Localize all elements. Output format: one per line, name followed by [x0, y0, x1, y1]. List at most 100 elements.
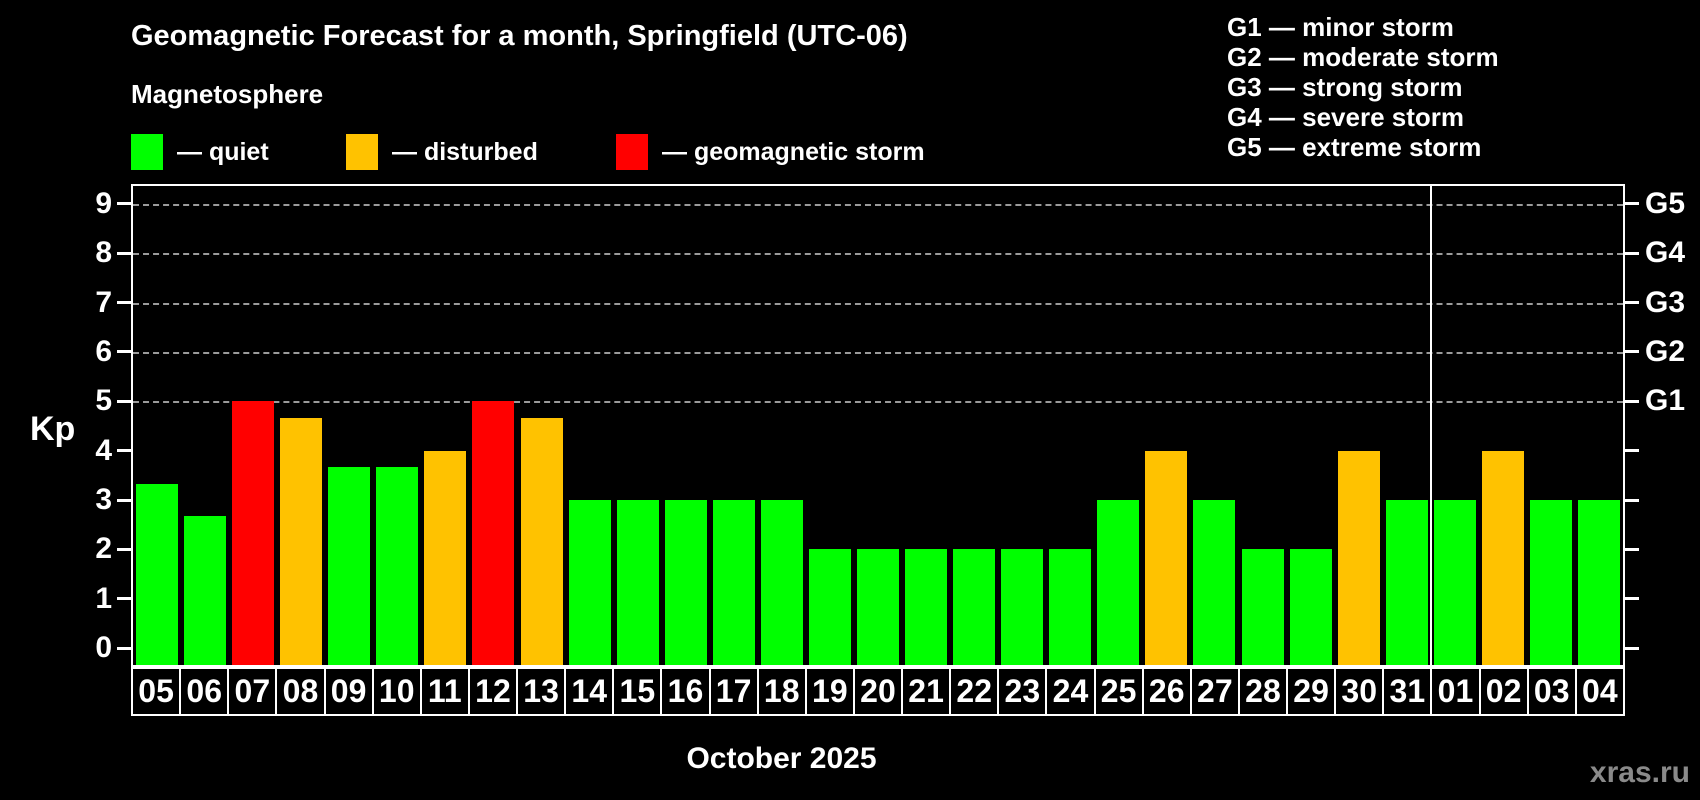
kp-bar-day-10 [376, 466, 419, 665]
legend-label-quiet: — quiet [177, 137, 269, 166]
y-axis-label-7: 7 [95, 285, 112, 319]
day-label-23: 23 [997, 667, 1048, 716]
left-tick-kp4 [117, 449, 131, 453]
day-label-15: 15 [612, 667, 663, 716]
day-label-28: 28 [1237, 667, 1288, 716]
storm-scale-line-g3: G3 — strong storm [1227, 72, 1463, 102]
day-label-24: 24 [1045, 667, 1096, 716]
left-tick-kp2 [117, 547, 131, 551]
day-label-17: 17 [708, 667, 759, 716]
left-tick-kp8 [117, 251, 131, 255]
kp-bar-day-13 [520, 417, 563, 665]
kp-bar-day-03 [1529, 500, 1572, 665]
storm-scale-line-g5: G5 — extreme storm [1227, 132, 1482, 162]
kp-bar-day-26 [1145, 450, 1188, 665]
y-axis-label-2: 2 [95, 532, 112, 566]
day-label-03: 03 [1526, 667, 1577, 716]
plot-canvas [133, 186, 1623, 665]
x-axis-day-labels: 05 06 07 08 09 10 11 12 13 14 15 16 17 18 19 20 21 22 23 24… [131, 667, 1625, 716]
right-axis-label-g2: G2 [1645, 334, 1686, 368]
day-label-21: 21 [901, 667, 952, 716]
day-label-06: 06 [179, 667, 230, 716]
day-label-01: 01 [1430, 667, 1481, 716]
y-axis-label-1: 1 [95, 581, 112, 615]
day-label-20: 20 [852, 667, 903, 716]
kp-bar-day-18 [760, 500, 803, 665]
storm-scale-line-g4: G4 — severe storm [1227, 102, 1465, 132]
kp-bar-day-14 [568, 500, 611, 665]
right-axis-label-g3: G3 [1645, 285, 1686, 319]
kp-bar-day-22 [953, 549, 996, 665]
month-label: October 2025 [686, 742, 877, 775]
kp-bar-day-21 [905, 549, 948, 665]
y-axis-title: Kp [30, 410, 76, 448]
day-label-18: 18 [756, 667, 807, 716]
disturbed-swatch [346, 134, 378, 170]
day-label-13: 13 [516, 667, 567, 716]
day-label-09: 09 [323, 667, 374, 716]
gridline-kp7 [133, 302, 1623, 305]
day-label-11: 11 [419, 667, 470, 716]
left-tick-kp1 [117, 597, 131, 601]
day-label-29: 29 [1286, 667, 1337, 716]
day-label-14: 14 [564, 667, 615, 716]
chart-title: Geomagnetic Forecast for a month, Spring… [131, 20, 908, 52]
kp-bar-day-12 [472, 401, 515, 665]
kp-bar-day-28 [1241, 549, 1284, 665]
left-tick-kp9 [117, 202, 131, 206]
right-tick-kp6 [1625, 350, 1639, 354]
plot-area [131, 184, 1625, 667]
legend-item-disturbed: — disturbed [346, 134, 538, 170]
kp-bar-day-23 [1001, 549, 1044, 665]
gridline-kp6 [133, 351, 1623, 354]
magnetosphere-label: Magnetosphere [131, 79, 324, 109]
right-tick-kp7 [1625, 301, 1639, 305]
kp-bar-day-16 [664, 500, 707, 665]
kp-bar-day-30 [1337, 450, 1380, 665]
month-separator-line [1429, 186, 1432, 665]
storm-swatch [616, 134, 648, 170]
kp-bar-day-17 [712, 500, 755, 665]
kp-bar-day-02 [1481, 450, 1524, 665]
right-tick-kp9 [1625, 202, 1639, 206]
storm-scale-legend: G1 — minor storm G2 — moderate storm G3 — … [1227, 12, 1499, 162]
right-axis-label-g5: G5 [1645, 186, 1686, 220]
right-tick-kp4 [1625, 449, 1639, 453]
kp-bar-day-15 [616, 500, 659, 665]
right-tick-kp1 [1625, 597, 1639, 601]
right-tick-kp5 [1625, 399, 1639, 403]
gridline-kp9 [133, 203, 1623, 206]
legend-label-disturbed: — disturbed [392, 137, 538, 166]
day-label-19: 19 [804, 667, 855, 716]
day-label-04: 04 [1574, 667, 1625, 716]
kp-bar-day-20 [857, 549, 899, 665]
y-axis-label-3: 3 [95, 483, 112, 517]
day-label-10: 10 [371, 667, 422, 716]
day-label-30: 30 [1334, 667, 1385, 716]
y-axis-label-5: 5 [95, 384, 112, 418]
watermark: xras.ru [1589, 756, 1690, 789]
right-tick-kp3 [1625, 498, 1639, 502]
day-label-02: 02 [1478, 667, 1529, 716]
kp-bar-day-31 [1385, 500, 1428, 665]
right-axis-label-g4: G4 [1645, 236, 1686, 270]
day-label-25: 25 [1093, 667, 1144, 716]
right-axis-label-g1: G1 [1645, 384, 1686, 418]
left-tick-kp0 [117, 646, 131, 650]
kp-bar-day-29 [1289, 549, 1332, 665]
y-axis-label-0: 0 [95, 631, 112, 665]
left-tick-kp3 [117, 498, 131, 502]
legend-item-storm: — geomagnetic storm [616, 134, 925, 170]
legend-item-quiet: — quiet [131, 134, 269, 170]
storm-scale-line-g1: G1 — minor storm [1227, 12, 1454, 42]
right-tick-kp2 [1625, 547, 1639, 551]
y-axis-label-9: 9 [95, 186, 112, 220]
kp-bar-day-04 [1577, 500, 1620, 665]
day-label-16: 16 [660, 667, 711, 716]
day-label-22: 22 [949, 667, 1000, 716]
day-label-07: 07 [227, 667, 278, 716]
legend-label-storm: — geomagnetic storm [662, 137, 925, 166]
day-label-05: 05 [131, 667, 182, 716]
kp-bar-day-08 [280, 417, 323, 665]
day-label-12: 12 [467, 667, 518, 716]
